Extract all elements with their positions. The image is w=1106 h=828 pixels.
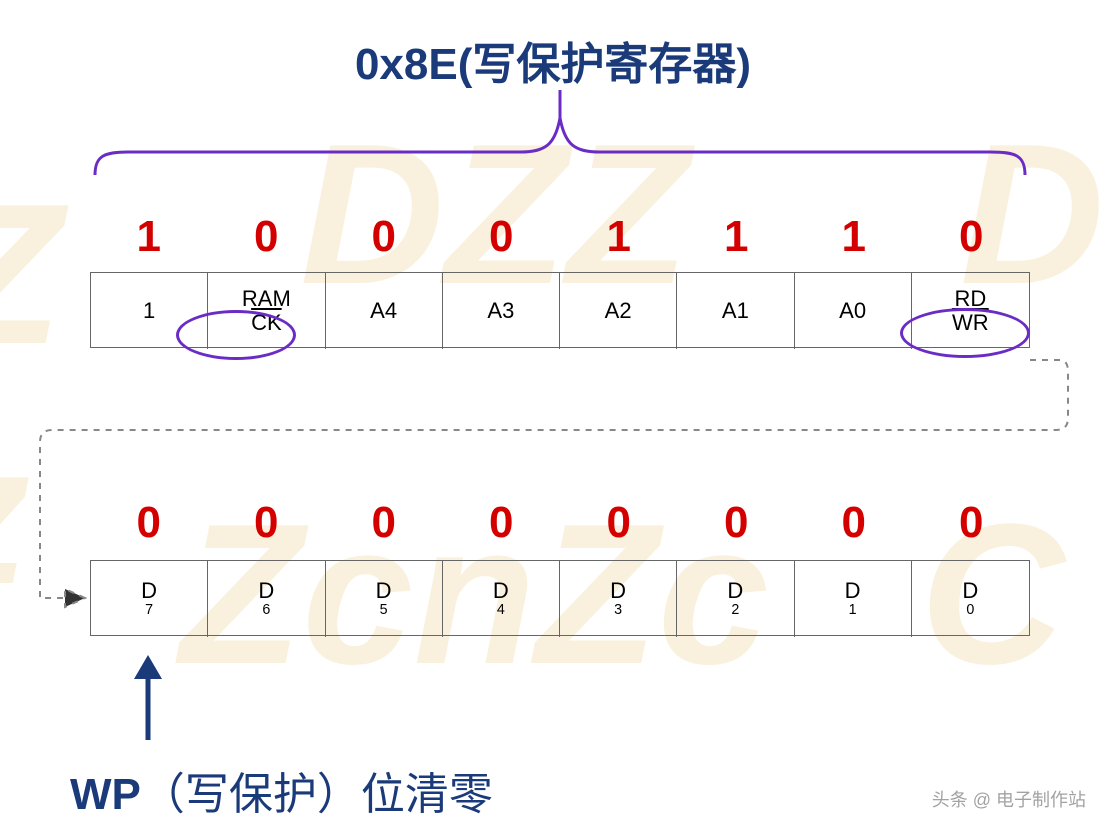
wp-rest-text: （写保护）位清零: [141, 770, 493, 819]
credit-text: 头条 @ 电子制作站: [932, 786, 1086, 812]
wp-label: WP（写保护）位清零: [70, 758, 493, 822]
wp-arrow: [0, 0, 1106, 828]
wp-text: WP: [70, 770, 141, 819]
